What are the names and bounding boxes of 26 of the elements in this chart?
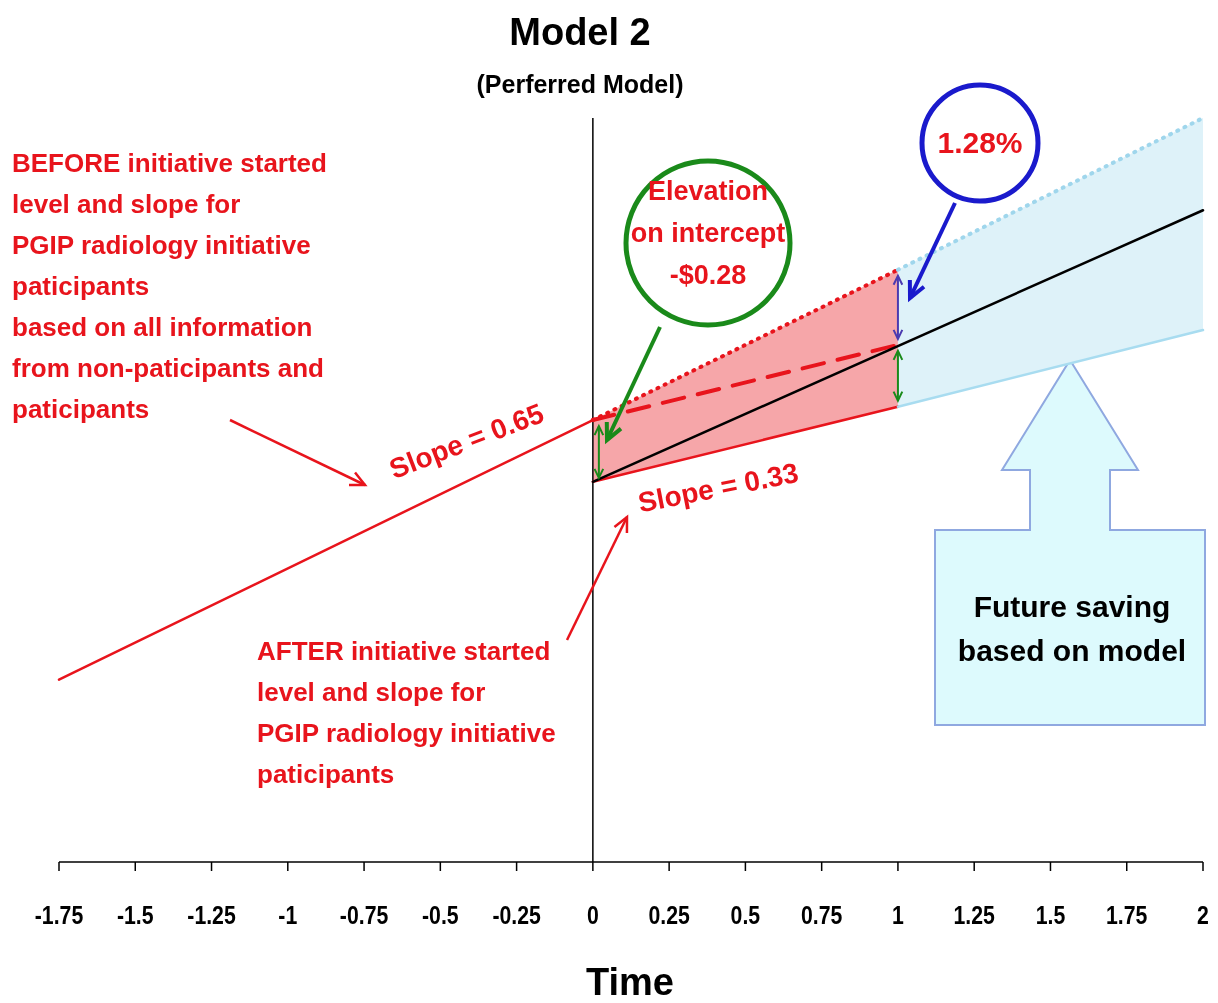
- x-tick-label: -1.75: [34, 901, 84, 930]
- x-axis-title: Time: [585, 961, 675, 1003]
- x-tick-label: -1.5: [116, 901, 154, 930]
- x-tick-label: 1.25: [953, 901, 995, 930]
- x-tick-label: -0.25: [492, 901, 541, 930]
- x-tick-label: 1.75: [1106, 901, 1148, 930]
- x-tick-label: 1.5: [1035, 901, 1066, 930]
- x-tick-label: -1: [278, 901, 298, 930]
- x-tick-label: -1.25: [187, 901, 236, 930]
- annotation: Slope = 0.33: [635, 456, 801, 519]
- annotation: BEFORE initiative started level and slope for PGIP radiology initiative paticipants based on all information from non-paticipants and paticipants: [12, 148, 327, 424]
- chart-title: Model 2: [509, 11, 651, 53]
- x-tick-label: 0.5: [730, 901, 761, 930]
- x-tick-label: -0.75: [339, 901, 389, 930]
- x-tick-label: 0.25: [648, 901, 690, 930]
- x-tick-label: -0.5: [422, 901, 459, 930]
- annotation: Future saving based on model: [957, 590, 1187, 667]
- annotation: Elevation on intercept -$0.28: [630, 176, 786, 290]
- x-tick-label: 2: [1197, 901, 1209, 930]
- x-tick-label: 1: [892, 901, 904, 930]
- annotation: 1.28%: [937, 126, 1023, 159]
- x-tick-label: 0.75: [800, 901, 843, 930]
- annotation: Slope = 0.65: [385, 397, 549, 485]
- annotation: AFTER initiative started level and slope for PGIP radiology initiative paticipants: [257, 636, 556, 789]
- chart-subtitle: (Perferred Model): [476, 70, 684, 98]
- x-tick-label: 0: [586, 901, 599, 930]
